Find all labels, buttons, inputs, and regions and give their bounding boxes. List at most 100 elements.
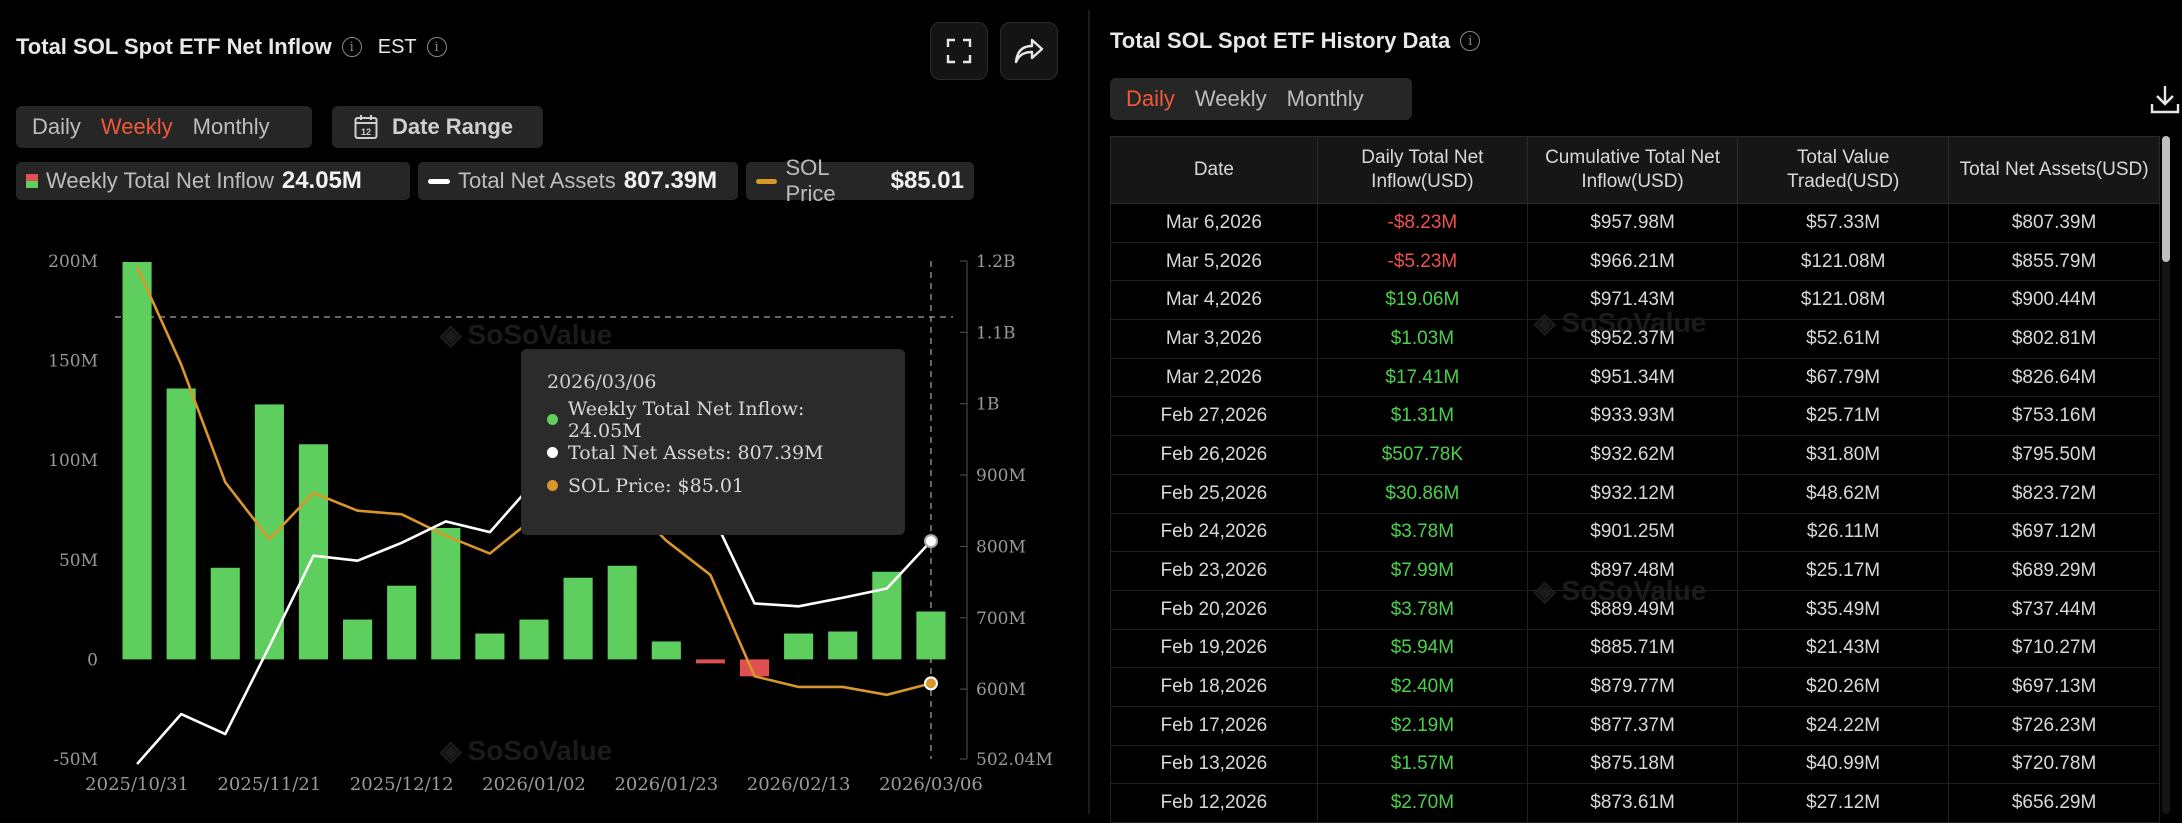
table-row[interactable]: Feb 24,2026 $3.78M $901.25M $26.11M $697.12M [1110,513,2160,553]
table-row[interactable]: Feb 23,2026 $7.99M $897.48M $25.17M $689.29M [1110,551,2160,591]
table-cell: Feb 25,2026 [1110,474,1318,514]
y2-tick-label: 502.04M [976,750,1053,770]
column-header: Date [1110,136,1318,204]
table-cell: $875.18M [1526,745,1739,785]
table-cell: Feb 23,2026 [1110,551,1318,591]
download-icon[interactable] [2148,82,2182,116]
info-icon[interactable]: i [341,37,362,57]
chart-tooltip: 2026/03/06 Weekly Total Net Inflow: 24.0… [521,349,905,535]
legend-sol-price[interactable]: SOL Price $85.01 [746,155,974,206]
line-swatch-icon [428,178,450,184]
tooltip-row: Total Net Assets: 807.39M [547,436,879,469]
table-cell: $877.37M [1526,706,1739,746]
tab-monthly[interactable]: Monthly [192,114,270,139]
table-cell: $889.49M [1526,590,1739,630]
table-cell: $20.26M [1737,667,1950,707]
share-icon [1014,38,1044,64]
inflow-bar [166,388,196,660]
table-cell: $2.19M [1316,706,1528,746]
y2-tick-label: 900M [976,466,1026,486]
table-row[interactable]: Feb 12,2026 $2.70M $873.61M $27.12M $656.29M [1110,783,2160,823]
table-scrollbar-thumb[interactable] [2162,136,2170,262]
table-cell: $879.77M [1526,667,1739,707]
table-cell: $795.50M [1948,435,2160,475]
table-cell: $3.78M [1316,590,1528,630]
inflow-bar [651,641,681,660]
table-row[interactable]: Mar 5,2026 -$5.23M $966.21M $121.08M $855.79… [1110,242,2160,282]
table-row[interactable]: Mar 3,2026 $1.03M $952.37M $52.61M $802.81M [1110,319,2160,359]
inflow-bar [519,619,549,660]
table-row[interactable]: Feb 19,2026 $5.94M $885.71M $21.43M $710.27M [1110,629,2160,669]
table-row[interactable]: Feb 13,2026 $1.57M $875.18M $40.99M $720.78M [1110,745,2160,785]
inflow-bar [475,633,505,660]
table-cell: $807.39M [1948,203,2160,243]
panel-divider [1088,10,1090,814]
table-cell: Feb 19,2026 [1110,629,1318,669]
table-cell: $826.64M [1948,358,2160,398]
table-cell: $697.12M [1948,513,2160,553]
chart-title: Total SOL Spot ETF Net Inflow [16,34,332,59]
table-row[interactable]: Mar 2,2026 $17.41M $951.34M $67.79M $826.64M [1110,358,2160,398]
legend-weekly-inflow[interactable]: Weekly Total Net Inflow 24.05M [16,162,410,200]
table-row[interactable]: Feb 20,2026 $3.78M $889.49M $35.49M $737.44M [1110,590,2160,630]
x-tick-label: 2025/12/12 [350,774,454,795]
share-button[interactable] [1000,22,1058,80]
column-header: Daily Total Net Inflow(USD) [1316,136,1528,204]
tooltip-date: 2026/03/06 [547,371,657,393]
table-cell: Feb 13,2026 [1110,745,1318,785]
table-cell: $932.12M [1526,474,1739,514]
table-cell: $933.93M [1526,396,1739,437]
date-range-button[interactable]: 12 Date Range [332,106,543,148]
table-cell: Feb 26,2026 [1110,435,1318,475]
history-tab-weekly[interactable]: Weekly [1194,86,1267,111]
net-inflow-panel: Total SOL Spot ETF Net Inflow i EST i Da… [0,0,1088,814]
legend-value: 807.39M [623,167,718,194]
watermark-logo-icon: ◈ [440,319,462,350]
table-row[interactable]: Feb 17,2026 $2.19M $877.37M $24.22M $726.23M [1110,706,2160,746]
table-cell: $7.99M [1316,551,1528,591]
table-cell: $952.37M [1526,319,1739,359]
table-row[interactable]: Mar 4,2026 $19.06M $971.43M $121.08M $900.44… [1110,280,2160,321]
net-inflow-chart[interactable]: 200M 150M 100M 50M 0 -50M 1.2B 1.1B 1B 900M 800M 70… [0,0,1088,814]
y2-tick-label: 700M [976,609,1026,629]
table-cell: $27.12M [1737,783,1950,823]
table-row[interactable]: Feb 26,2026 $507.78K $932.62M $31.80M $795.5… [1110,435,2160,475]
fullscreen-button[interactable] [930,22,988,80]
table-cell: $26.11M [1737,513,1950,553]
table-cell: $737.44M [1948,590,2160,630]
inflow-bar [784,633,814,660]
dot-icon [547,447,558,458]
table-scrollbar-track[interactable] [2162,136,2170,814]
y-tick-label: 100M [48,451,98,471]
history-tab-daily[interactable]: Daily [1126,86,1175,111]
table-cell: Mar 6,2026 [1110,203,1318,243]
table-cell: $19.06M [1316,280,1528,321]
table-row[interactable]: Feb 25,2026 $30.86M $932.12M $48.62M $823.72… [1110,474,2160,514]
table-cell: Feb 20,2026 [1110,590,1318,630]
tooltip-row: Weekly Total Net Inflow: 24.05M [547,398,879,442]
chart-header: Total SOL Spot ETF Net Inflow i EST i [16,34,447,60]
table-cell: $21.43M [1737,629,1950,669]
x-tick-label: 2026/02/13 [747,774,851,795]
line-swatch-icon [756,178,778,184]
history-header: Total SOL Spot ETF History Data i [1110,28,1481,54]
table-row[interactable]: Feb 18,2026 $2.40M $879.77M $20.26M $697.13M [1110,667,2160,707]
watermark: ◈ SoSoValue [440,318,613,351]
table-cell: Mar 2,2026 [1110,358,1318,398]
tab-weekly[interactable]: Weekly [100,114,173,139]
inflow-bar [607,565,637,660]
history-tab-monthly[interactable]: Monthly [1286,86,1364,111]
table-cell: Feb 18,2026 [1110,667,1318,707]
table-cell: $966.21M [1526,242,1739,282]
legend-net-assets[interactable]: Total Net Assets 807.39M [418,162,738,200]
table-cell: $1.57M [1316,745,1528,785]
table-row[interactable]: Feb 27,2026 $1.31M $933.93M $25.71M $753.16M [1110,396,2160,437]
period-tabs: Daily Weekly Monthly [16,106,312,148]
inflow-bar [872,571,902,660]
table-row[interactable]: Mar 6,2026 -$8.23M $957.98M $57.33M $807.39M [1110,203,2160,243]
timezone-info-icon[interactable]: i [426,37,447,57]
tab-daily[interactable]: Daily [32,114,81,139]
table-cell: $885.71M [1526,629,1739,669]
table-cell: $855.79M [1948,242,2160,282]
info-icon[interactable]: i [1460,31,1481,51]
